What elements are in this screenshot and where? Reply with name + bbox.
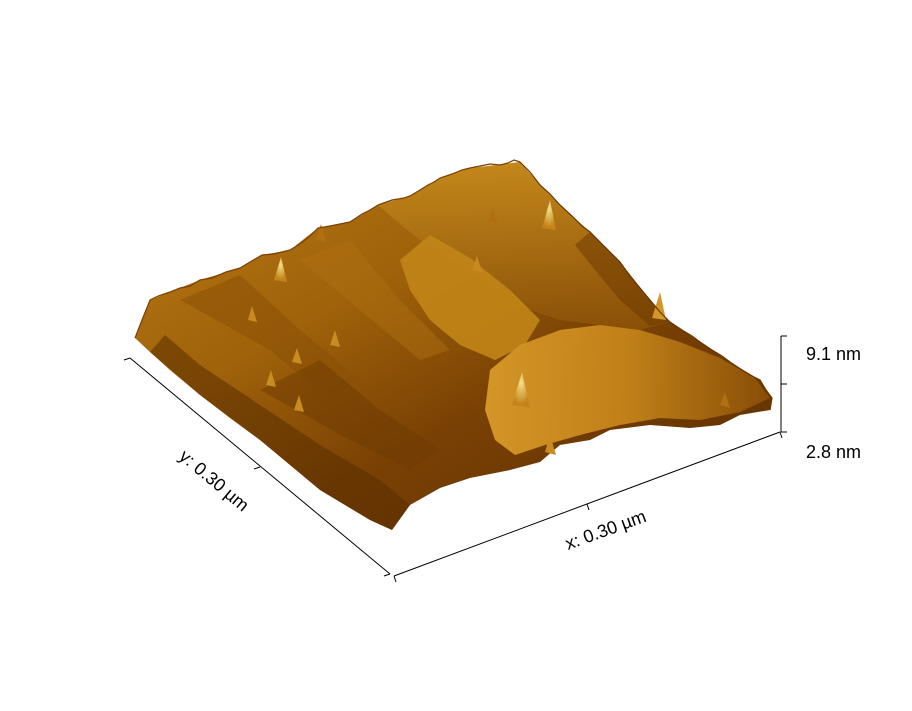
peak xyxy=(316,224,326,242)
x-axis-tick-mid xyxy=(586,503,590,511)
x-axis-label: x: 0.30 µm xyxy=(563,506,649,554)
peak xyxy=(294,395,304,412)
peak xyxy=(330,330,340,347)
z-axis-max-label: 9.1 nm xyxy=(806,344,861,364)
peak xyxy=(472,256,482,272)
surface-front-shadow xyxy=(150,335,410,530)
y-axis-tick-end xyxy=(383,573,391,577)
y-axis-label: y: 0.30 µm xyxy=(175,446,253,516)
surface-right-edge xyxy=(519,161,773,411)
surface-right-lobe xyxy=(485,325,770,455)
x-axis-tick-end xyxy=(779,431,783,439)
surface-peaks xyxy=(248,200,730,455)
peak xyxy=(542,200,556,230)
surface-terrace xyxy=(400,235,540,360)
peak xyxy=(545,435,556,455)
y-axis-tick-start xyxy=(123,357,131,361)
surface-ridge-left-3 xyxy=(300,240,450,360)
y-axis-line xyxy=(129,357,391,575)
peak xyxy=(652,292,666,320)
peak xyxy=(720,392,730,408)
peak xyxy=(266,370,276,387)
surface-right-shadow xyxy=(575,232,670,326)
y-axis-tick-mid xyxy=(253,466,261,470)
peak xyxy=(274,257,287,282)
surface-top-edge xyxy=(134,159,521,339)
peak xyxy=(512,372,530,408)
x-axis-tick-start xyxy=(393,575,397,583)
z-axis-min-label: 2.8 nm xyxy=(806,442,861,462)
peak xyxy=(292,348,302,364)
surface-topography xyxy=(134,159,773,530)
axes-frame xyxy=(123,335,787,583)
surface-ridge-left-2 xyxy=(260,360,440,470)
peak xyxy=(488,208,498,224)
surface-ridge-upper xyxy=(378,162,670,330)
peak xyxy=(248,306,257,322)
